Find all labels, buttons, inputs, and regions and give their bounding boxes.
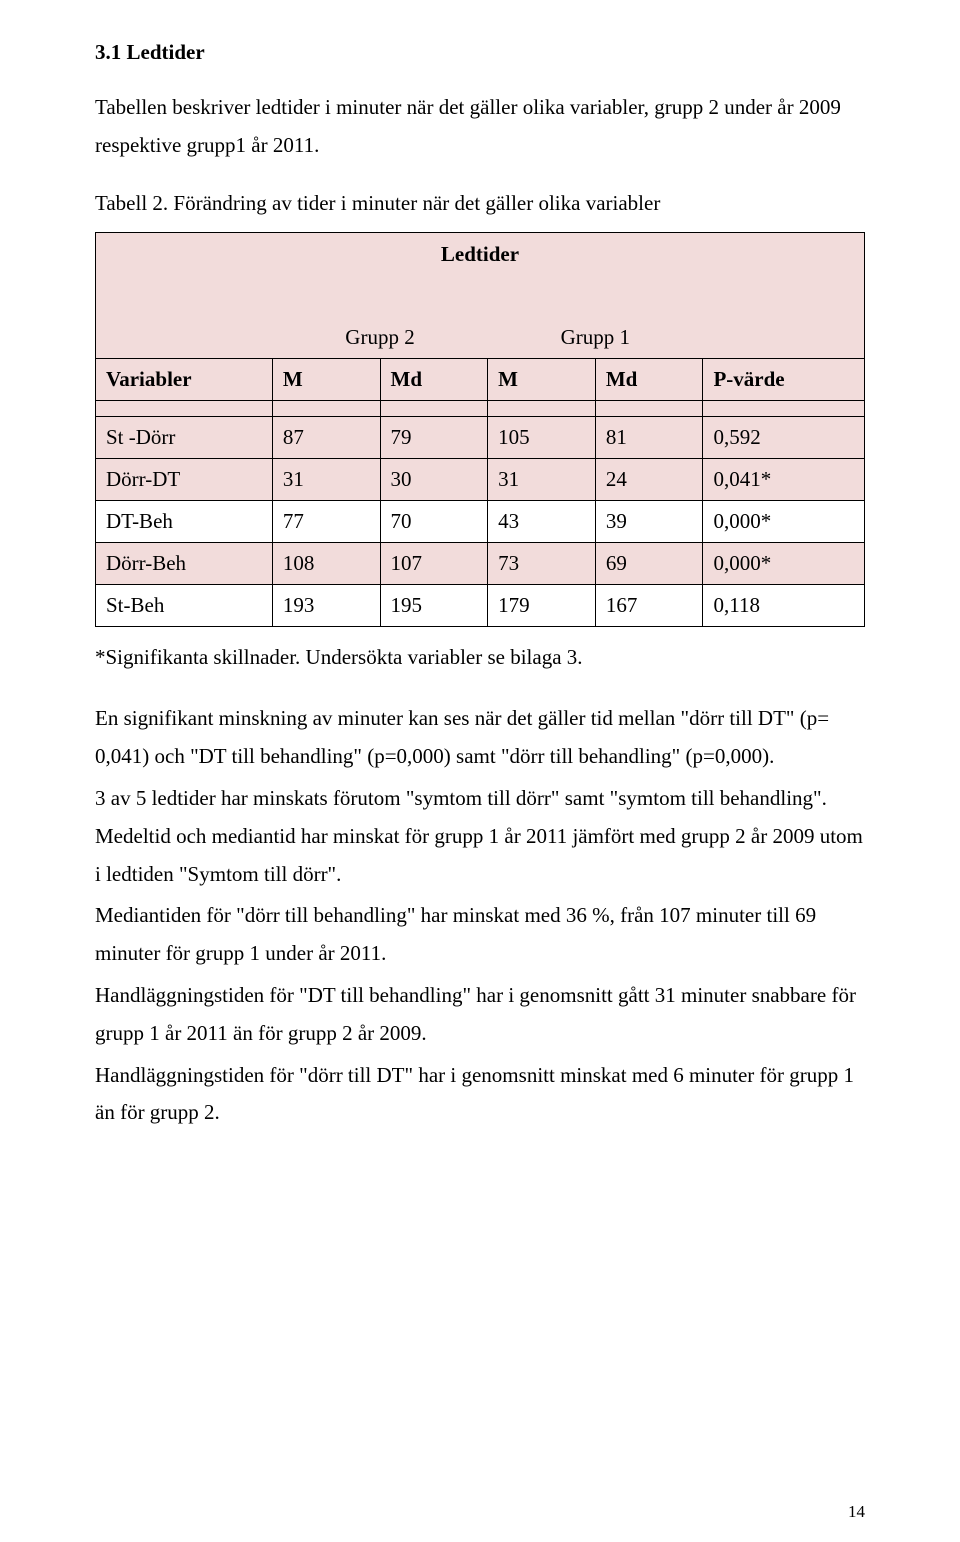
body-p5: Handläggningstiden för "dörr till DT" ha… (95, 1057, 865, 1133)
intro-paragraph: Tabellen beskriver ledtider i minuter nä… (95, 89, 865, 165)
body-p4: Handläggningstiden för "DT till behandli… (95, 977, 865, 1053)
cell-md2: 39 (595, 501, 703, 543)
cell-md1: 70 (380, 501, 488, 543)
col-m2: M (488, 359, 596, 401)
cell-md2: 24 (595, 459, 703, 501)
cell-md1: 107 (380, 543, 488, 585)
cell-var: Dörr-DT (96, 459, 273, 501)
table-row: Dörr-DT 31 30 31 24 0,041* (96, 459, 865, 501)
cell-m1: 87 (272, 417, 380, 459)
cell-var: Dörr-Beh (96, 543, 273, 585)
table-header-row: Variabler M Md M Md P-värde (96, 359, 865, 401)
page-number: 14 (848, 1502, 865, 1522)
group2-label: Grupp 2 (272, 317, 487, 359)
cell-m1: 77 (272, 501, 380, 543)
table-title: Ledtider (96, 233, 865, 275)
cell-m2: 73 (488, 543, 596, 585)
col-md1: Md (380, 359, 488, 401)
table-row: St -Dörr 87 79 105 81 0,592 (96, 417, 865, 459)
table-row: Dörr-Beh 108 107 73 69 0,000* (96, 543, 865, 585)
table-gap-row (96, 275, 865, 317)
body-p1: En signifikant minskning av minuter kan … (95, 700, 865, 776)
cell-p: 0,000* (703, 501, 865, 543)
cell-m2: 43 (488, 501, 596, 543)
cell-p: 0,000* (703, 543, 865, 585)
table-caption: Tabell 2. Förändring av tider i minuter … (95, 185, 865, 223)
cell-p: 0,041* (703, 459, 865, 501)
table-spacer-row (96, 401, 865, 417)
cell-var: DT-Beh (96, 501, 273, 543)
body-p2: 3 av 5 ledtider har minskats förutom "sy… (95, 780, 865, 893)
cell-md1: 79 (380, 417, 488, 459)
cell-md1: 30 (380, 459, 488, 501)
table-title-row: Ledtider (96, 233, 865, 275)
table-footnote: *Signifikanta skillnader. Undersökta var… (95, 645, 865, 670)
cell-md2: 167 (595, 585, 703, 627)
section-heading: 3.1 Ledtider (95, 40, 865, 65)
group1-label: Grupp 1 (488, 317, 703, 359)
table-row: DT-Beh 77 70 43 39 0,000* (96, 501, 865, 543)
col-pvarde: P-värde (703, 359, 865, 401)
col-m1: M (272, 359, 380, 401)
ledtider-table: Ledtider Grupp 2 Grupp 1 Variabler M Md … (95, 232, 865, 627)
col-md2: Md (595, 359, 703, 401)
cell-m2: 31 (488, 459, 596, 501)
cell-m2: 105 (488, 417, 596, 459)
col-variabler: Variabler (96, 359, 273, 401)
cell-m1: 31 (272, 459, 380, 501)
cell-var: St -Dörr (96, 417, 273, 459)
cell-md2: 69 (595, 543, 703, 585)
body-p3: Mediantiden för "dörr till behandling" h… (95, 897, 865, 973)
cell-m1: 108 (272, 543, 380, 585)
cell-p: 0,592 (703, 417, 865, 459)
cell-m1: 193 (272, 585, 380, 627)
table-row: St-Beh 193 195 179 167 0,118 (96, 585, 865, 627)
table-group-row: Grupp 2 Grupp 1 (96, 317, 865, 359)
cell-md2: 81 (595, 417, 703, 459)
cell-p: 0,118 (703, 585, 865, 627)
cell-md1: 195 (380, 585, 488, 627)
cell-var: St-Beh (96, 585, 273, 627)
cell-m2: 179 (488, 585, 596, 627)
